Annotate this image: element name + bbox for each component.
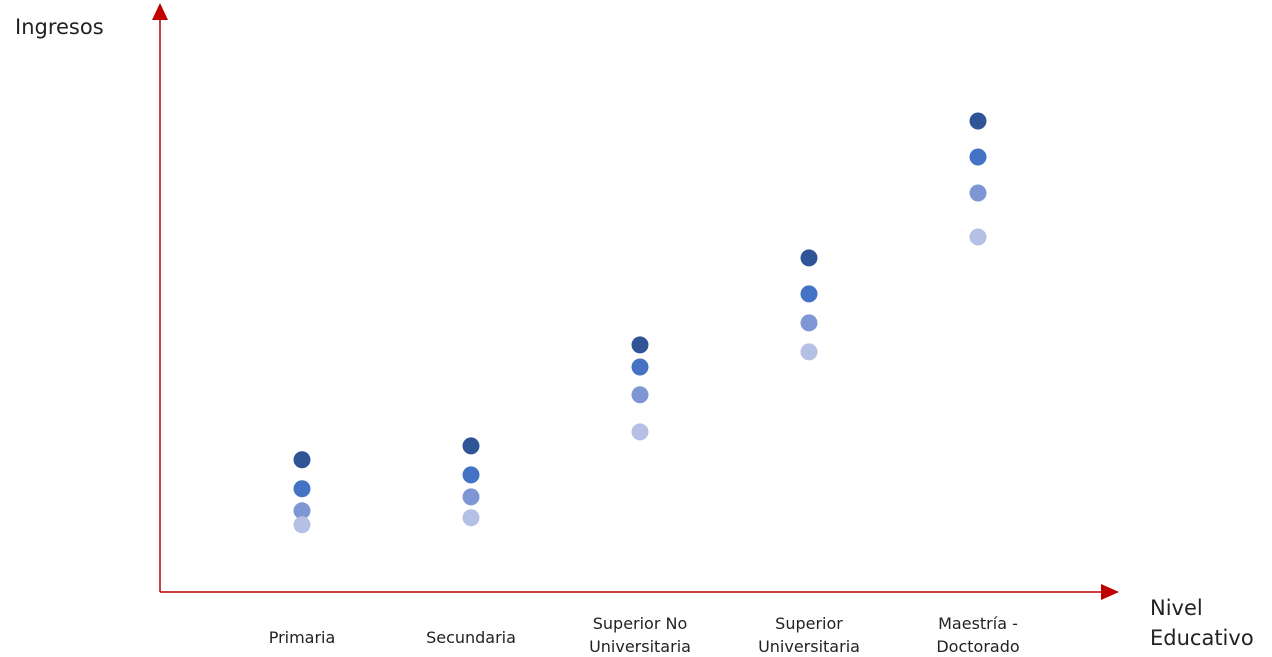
dot	[462, 437, 480, 455]
dot	[969, 184, 987, 202]
x-tick-label: Maestría - Doctorado	[936, 614, 1020, 656]
x-tick-label: Superior No Universitaria	[589, 614, 691, 656]
dot	[462, 488, 480, 506]
dot	[293, 516, 311, 534]
dot	[462, 509, 480, 527]
x-axis-arrow	[1101, 584, 1119, 600]
dot	[800, 285, 818, 303]
dot	[969, 228, 987, 246]
y-axis-arrow	[152, 3, 168, 20]
dot	[969, 148, 987, 166]
dot	[969, 112, 987, 130]
dot	[800, 314, 818, 332]
dot	[293, 502, 311, 520]
y-axis-title: Ingresos	[15, 15, 104, 39]
x-tick-label: Superior Universitaria	[758, 614, 860, 656]
x-tick-label: Secundaria	[426, 628, 516, 647]
dot	[800, 343, 818, 361]
x-tick-label: Primaria	[268, 628, 336, 647]
dot	[631, 358, 649, 376]
dot	[800, 249, 818, 267]
x-axis-title: Nivel Educativo	[1150, 596, 1254, 650]
dot	[293, 480, 311, 498]
dot	[293, 451, 311, 469]
dot	[462, 466, 480, 484]
dot	[631, 423, 649, 441]
dot	[631, 386, 649, 404]
dot	[631, 336, 649, 354]
